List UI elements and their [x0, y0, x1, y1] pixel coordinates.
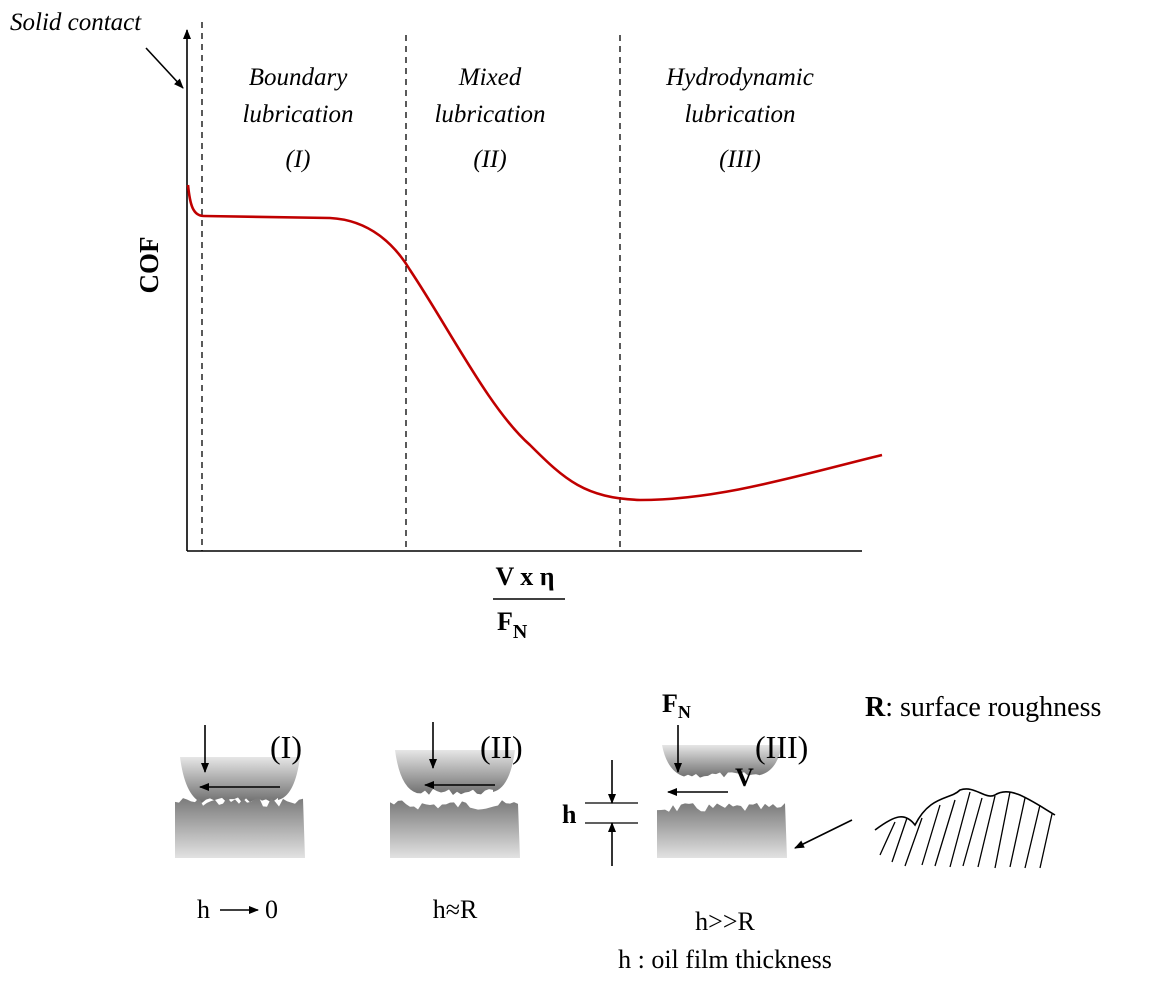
panel-caption: h — [197, 895, 210, 924]
force-sub: N — [678, 702, 691, 722]
velocity-label: V — [735, 763, 754, 792]
panel-numeral: (III) — [755, 729, 808, 765]
roughness-symbol: R — [865, 692, 886, 723]
x-label-sub: N — [513, 621, 528, 643]
region-name: Mixed — [458, 64, 522, 91]
x-label-f: F — [497, 607, 513, 636]
panel-numeral: (I) — [270, 729, 302, 765]
region-kind: lubrication — [434, 101, 545, 128]
stribeck-curve — [186, 184, 883, 502]
y-label: COF — [134, 237, 164, 294]
base-block — [175, 797, 305, 858]
panel-caption: h≈R — [433, 895, 478, 924]
annotation: Solid contact — [10, 9, 142, 36]
roughness-hatch — [879, 791, 1053, 869]
panel-caption: h>>R — [695, 907, 755, 936]
panel-numeral: (II) — [480, 729, 523, 765]
gap-label: h — [562, 800, 577, 829]
x-label-numerator: V x η — [495, 562, 554, 591]
x-label-denominator: FN — [497, 607, 528, 643]
lens-block — [662, 745, 782, 778]
panel-caption-end: 0 — [265, 895, 278, 924]
region-name: Hydrodynamic — [665, 64, 814, 91]
region-numeral: (III) — [719, 146, 761, 173]
roughness-label: R: surface roughness — [865, 692, 1101, 723]
gap-note: h : oil film thickness — [618, 945, 832, 974]
roughness-text: : surface roughness — [885, 692, 1101, 723]
annotation-arrow — [145, 47, 184, 89]
force-label: FN — [662, 689, 691, 722]
region-kind: lubrication — [684, 101, 795, 128]
region-numeral: (II) — [473, 146, 506, 173]
region-kind: lubrication — [242, 101, 353, 128]
base-block — [657, 803, 787, 858]
lens-block — [180, 757, 300, 803]
base-block — [390, 800, 520, 858]
contact-panels: (I) (II) FN V (III) h R: surface roughne… — [175, 689, 1101, 974]
roughness-arrow — [794, 819, 853, 849]
force-f: F — [662, 689, 678, 718]
region-numeral: (I) — [286, 146, 311, 173]
region-name: Boundary — [249, 64, 349, 91]
